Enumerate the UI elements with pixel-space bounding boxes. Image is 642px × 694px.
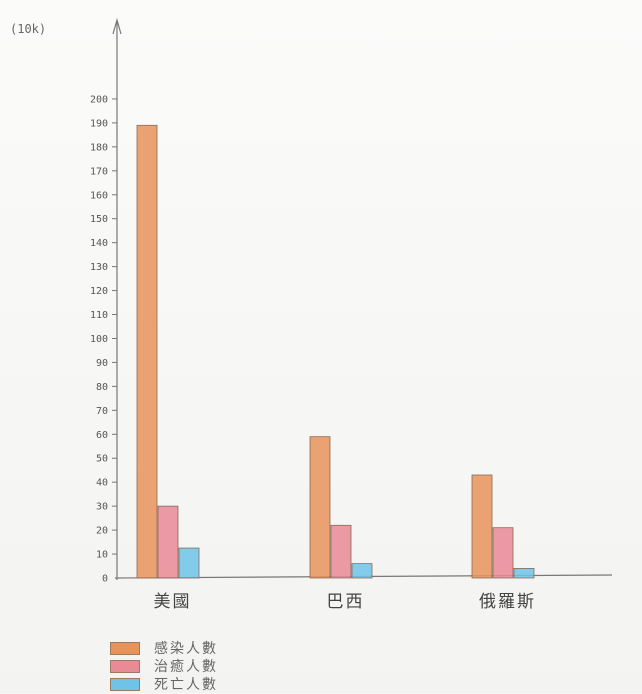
chart-axes (113, 20, 612, 580)
bar-deaths (352, 564, 372, 578)
y-tick-label: 100 (90, 334, 108, 345)
bar-deaths (179, 548, 199, 578)
bar-infected (310, 437, 330, 578)
y-tick-label: 70 (96, 406, 108, 417)
bar-deaths (514, 568, 534, 578)
x-tick-label: 美國 (154, 592, 192, 612)
x-tick-label: 巴西 (327, 592, 365, 612)
y-tick-label: 60 (96, 430, 108, 441)
chart-bars (137, 125, 534, 578)
y-tick-label: 190 (90, 118, 108, 129)
y-tick-label: 20 (96, 526, 108, 537)
bar-infected (472, 475, 492, 578)
y-tick-label: 130 (90, 262, 108, 273)
y-tick-label: 110 (90, 310, 108, 321)
x-tick-label: 俄羅斯 (479, 592, 536, 612)
legend-swatch-deaths (110, 678, 140, 691)
y-tick-label: 170 (90, 166, 108, 177)
y-tick-label: 90 (96, 358, 108, 369)
y-tick-label: 40 (96, 478, 108, 489)
bar-recovered (158, 506, 178, 578)
y-tick-label: 50 (96, 454, 108, 465)
legend-swatch-infected (110, 642, 140, 655)
y-tick-label: 0 (102, 574, 108, 585)
legend-item: 感染人數 (110, 640, 218, 656)
bar-infected (137, 125, 157, 578)
bar-recovered (331, 525, 351, 578)
y-tick-label: 150 (90, 214, 108, 225)
legend-label-infected: 感染人數 (154, 638, 218, 658)
y-tick-label: 160 (90, 190, 108, 201)
y-tick-label: 200 (90, 94, 108, 105)
bar-recovered (493, 528, 513, 578)
y-tick-label: 30 (96, 502, 108, 513)
legend-item: 死亡人數 (110, 676, 218, 692)
y-tick-label: 120 (90, 286, 108, 297)
y-tick-label: 80 (96, 382, 108, 393)
y-axis-ticks: 0 10 20 30 40 50 60 70 80 90 100 110 120 130 140 150 160… (90, 94, 117, 584)
y-tick-label: 180 (90, 142, 108, 153)
legend-swatch-recovered (110, 660, 140, 673)
legend-label-recovered: 治癒人數 (154, 656, 218, 676)
legend-label-deaths: 死亡人數 (154, 674, 218, 694)
legend-item: 治癒人數 (110, 658, 218, 674)
y-tick-label: 140 (90, 238, 108, 249)
y-tick-label: 10 (96, 550, 108, 561)
x-axis-labels: 美國 巴西 俄羅斯 (154, 592, 537, 612)
chart-legend: 感染人數 治癒人數 死亡人數 (110, 640, 218, 694)
